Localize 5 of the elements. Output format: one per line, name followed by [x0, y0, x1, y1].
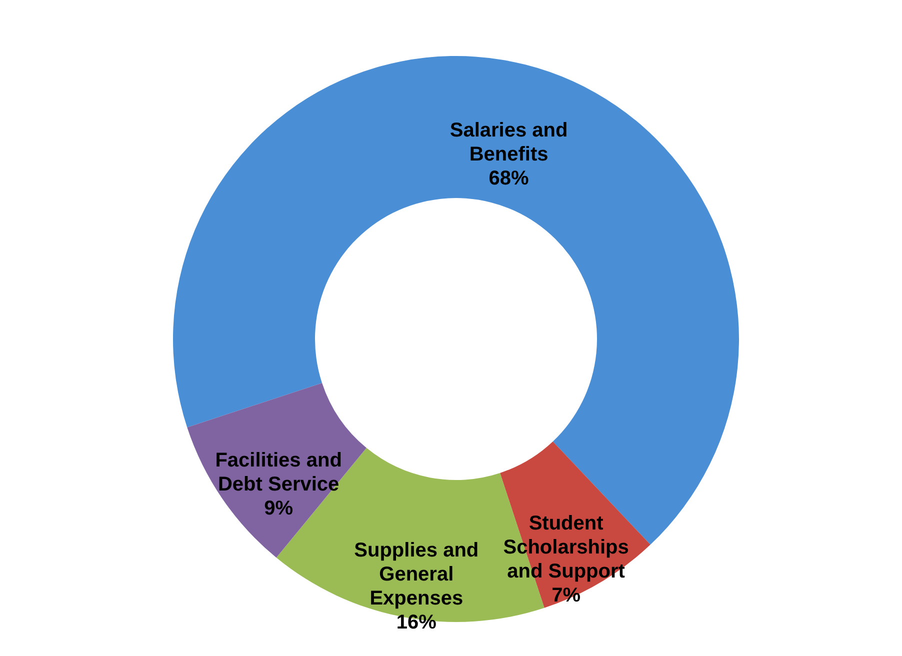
- data-label: 9%: [264, 497, 294, 520]
- slice-label: Supplies and General Expenses: [354, 539, 479, 610]
- data-label: 68%: [488, 168, 530, 190]
- slice-label: Facilities and Debt Service: [215, 449, 342, 496]
- slice-label: Salaries and Benefits: [450, 120, 568, 166]
